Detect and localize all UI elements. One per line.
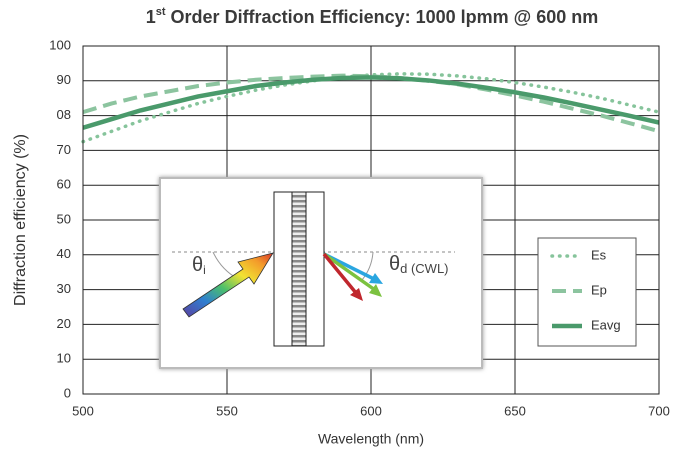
series-line	[82, 73, 660, 134]
legend-label: Es	[591, 247, 607, 262]
y-tick-label: 0	[64, 385, 71, 400]
y-axis-label: Diffraction efficiency (%)	[12, 134, 29, 306]
plot-lines	[81, 72, 661, 144]
arrowhead	[369, 273, 383, 284]
chart-title: 1st Order Diffraction Efficiency: 1000 l…	[146, 6, 598, 27]
y-tick-label: 20	[57, 316, 71, 331]
x-axis-label: Wavelength (nm)	[318, 431, 424, 447]
plot-frame	[82, 45, 660, 395]
arrow-red	[322, 252, 358, 295]
y-tick-label: 40	[57, 246, 71, 261]
x-tick-label: 500	[72, 403, 94, 418]
x-tick-label: 700	[648, 403, 670, 418]
y-tick-label: 100	[49, 37, 71, 52]
incident-arrow	[182, 252, 274, 318]
symbol: θ	[389, 253, 400, 275]
x-tick-label: 600	[360, 403, 382, 418]
y-tick-label: 50	[57, 211, 71, 226]
theta-i: θi	[192, 254, 206, 277]
legend-label: Eavg	[591, 317, 621, 332]
grating-lines	[291, 191, 307, 347]
grating-plate	[273, 191, 293, 347]
title-superscript: st	[156, 6, 166, 18]
inset-diagram: θi θd (CWL)	[159, 177, 483, 369]
y-tick-label: 08	[57, 107, 71, 122]
diffracted-arrows	[322, 252, 383, 301]
arrow-green	[322, 252, 377, 292]
title-part: 1	[146, 7, 156, 27]
y-tick-label: 60	[57, 177, 71, 192]
grating-plate	[305, 191, 325, 347]
x-tick-label: 550	[216, 403, 238, 418]
arrowhead	[369, 284, 382, 297]
title-part: Order Diffraction Efficiency: 1000 lpmm …	[166, 7, 599, 27]
arrowhead	[350, 288, 363, 301]
y-tick-label: 90	[57, 72, 71, 87]
series-line	[82, 75, 660, 130]
legend: Es Ep Eavg	[537, 237, 637, 347]
subscript: d (CWL)	[400, 261, 448, 276]
legend-label: Ep	[591, 282, 607, 297]
angle-arc	[361, 251, 374, 281]
y-tick-label: 70	[57, 142, 71, 157]
y-tick-label: 10	[57, 351, 71, 366]
subscript: i	[203, 263, 206, 277]
x-tick-label: 650	[504, 403, 526, 418]
y-tick-label: 30	[57, 281, 71, 296]
theta-d: θd (CWL)	[389, 253, 449, 276]
symbol: θ	[192, 254, 203, 276]
